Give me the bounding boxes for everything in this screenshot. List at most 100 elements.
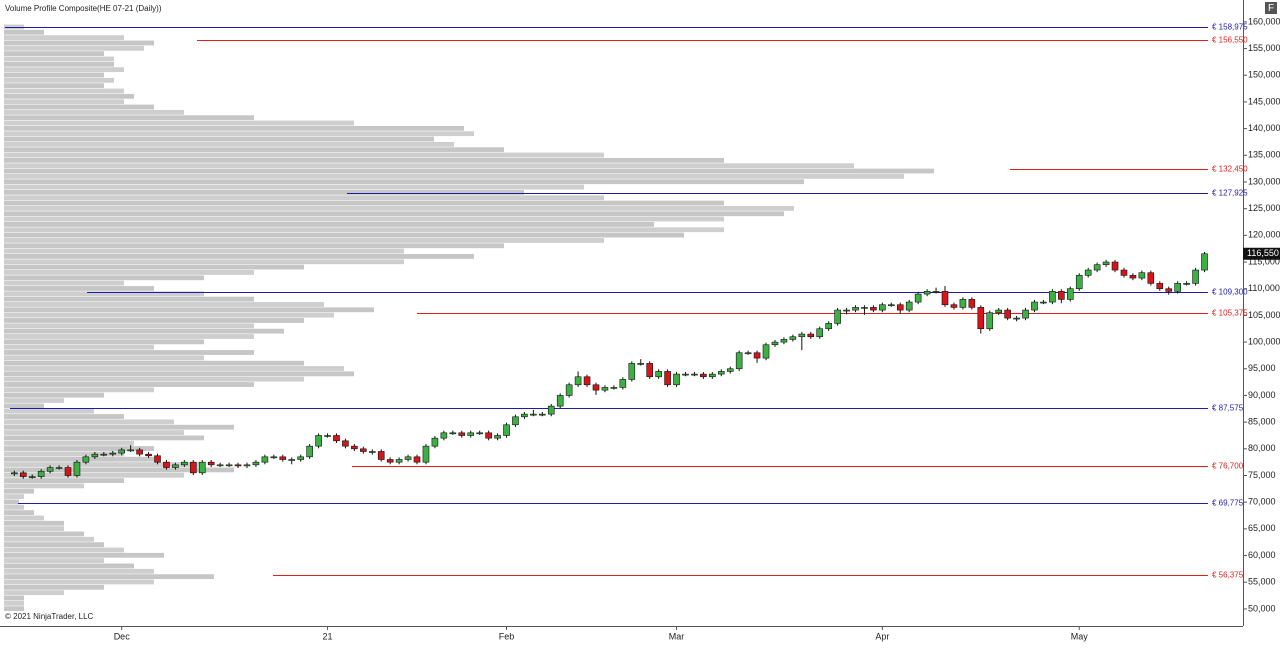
candle-body (37, 470, 45, 477)
volume-bar (4, 264, 304, 270)
volume-bar (4, 131, 474, 137)
volume-bar (4, 536, 94, 542)
volume-bar (4, 72, 104, 78)
y-tick-label: 155,000 (1248, 43, 1280, 53)
volume-bar (4, 366, 344, 371)
candle-body (270, 456, 278, 459)
candle-body (744, 352, 752, 355)
volume-bar (4, 302, 324, 307)
volume-bar (4, 40, 154, 46)
f-button[interactable] (1265, 2, 1277, 14)
volume-bar (4, 238, 604, 243)
volume-bar (4, 125, 464, 131)
candle-body (127, 449, 134, 452)
volume-bar (4, 600, 24, 606)
y-tick-label: 70,000 (1248, 497, 1276, 507)
candle-body (1192, 269, 1199, 284)
candle-body (1022, 309, 1029, 319)
volume-bar (4, 526, 64, 532)
candle-body (565, 384, 573, 396)
volume-bar (4, 334, 254, 339)
candle-body (789, 336, 797, 340)
volume-bar (4, 520, 64, 526)
volume-bar (4, 472, 184, 478)
candle-body (297, 456, 304, 460)
candle-body (207, 461, 215, 466)
volume-bar (4, 270, 254, 275)
candle-body (377, 451, 385, 460)
volume-bar (4, 227, 724, 233)
chart-title: Volume Profile Composite(HE 07-21 (Daily… (5, 4, 162, 13)
candle-body (1156, 283, 1164, 290)
candle-body (1058, 291, 1065, 300)
candle-body (1049, 291, 1056, 303)
volume-bar (4, 483, 84, 489)
candle-body (1031, 301, 1038, 311)
y-tick-label: 135,000 (1248, 150, 1280, 160)
y-tick-label: 80,000 (1248, 443, 1276, 453)
candle-body (485, 432, 492, 439)
candle-body (198, 461, 206, 474)
candle-body (968, 299, 976, 308)
volume-bar (4, 462, 204, 467)
candle-body (216, 464, 224, 467)
volume-bar (4, 184, 584, 190)
candle-body (1102, 261, 1110, 266)
candle-body (762, 344, 770, 359)
candle-body (870, 307, 877, 311)
candle-body (521, 413, 528, 418)
volume-bar (4, 61, 114, 67)
volume-bar (4, 307, 374, 313)
volume-bar (4, 606, 24, 612)
candle-body (610, 387, 618, 389)
candle-body (861, 307, 868, 309)
y-tick-label: 55,000 (1248, 577, 1276, 587)
candle-body (467, 432, 475, 436)
candle-body (816, 328, 824, 338)
candle-body (494, 435, 501, 439)
candle-body (1093, 264, 1101, 271)
volume-bar (4, 179, 804, 185)
candle-body (914, 293, 922, 303)
volume-bar (4, 574, 214, 580)
candle-body (753, 352, 761, 359)
copyright: © 2021 NinjaTrader, LLC (5, 612, 94, 621)
candle-body (91, 453, 99, 458)
volume-bar (4, 216, 724, 222)
y-tick-label: 120,000 (1248, 230, 1280, 240)
volume-bar (4, 296, 254, 302)
candle-body (476, 432, 483, 435)
volume-bar (4, 376, 304, 382)
volume-bar (4, 248, 404, 254)
volume-bar (4, 360, 304, 366)
candle-body (852, 307, 859, 311)
last-price-label: 116,550 (1247, 248, 1279, 258)
candle-body (288, 459, 296, 461)
candle-body (64, 467, 72, 476)
candle-body (351, 445, 358, 450)
candle-body (324, 435, 331, 437)
candle-body (360, 448, 367, 452)
volume-bar (4, 430, 184, 435)
volume-bar (4, 419, 174, 425)
candle-body (261, 456, 269, 463)
volume-bar (4, 542, 104, 548)
f-button-label[interactable]: F (1268, 3, 1274, 14)
candle-body (342, 440, 349, 447)
axes: 50,000 55,000 60,000 65,000 70,000 75,000 80,0… (114, 16, 1280, 641)
candle-body (1129, 275, 1137, 279)
volume-bar (4, 232, 684, 238)
candle-body (574, 376, 582, 386)
volume-bar (4, 88, 124, 94)
y-tick-label: 60,000 (1248, 550, 1276, 560)
x-tick-label: Feb (499, 631, 515, 641)
volume-bar (4, 510, 34, 515)
candle-body (637, 363, 645, 365)
candle-body (1040, 301, 1047, 304)
price-levels: € 158,975 € 156,550 € 132,450 € 127,925 € 10… (5, 23, 1248, 580)
volume-bar (4, 93, 134, 99)
candle-body (655, 371, 662, 378)
candle-body (458, 432, 466, 436)
volume-bar (4, 568, 154, 574)
candle-body (1183, 283, 1190, 285)
